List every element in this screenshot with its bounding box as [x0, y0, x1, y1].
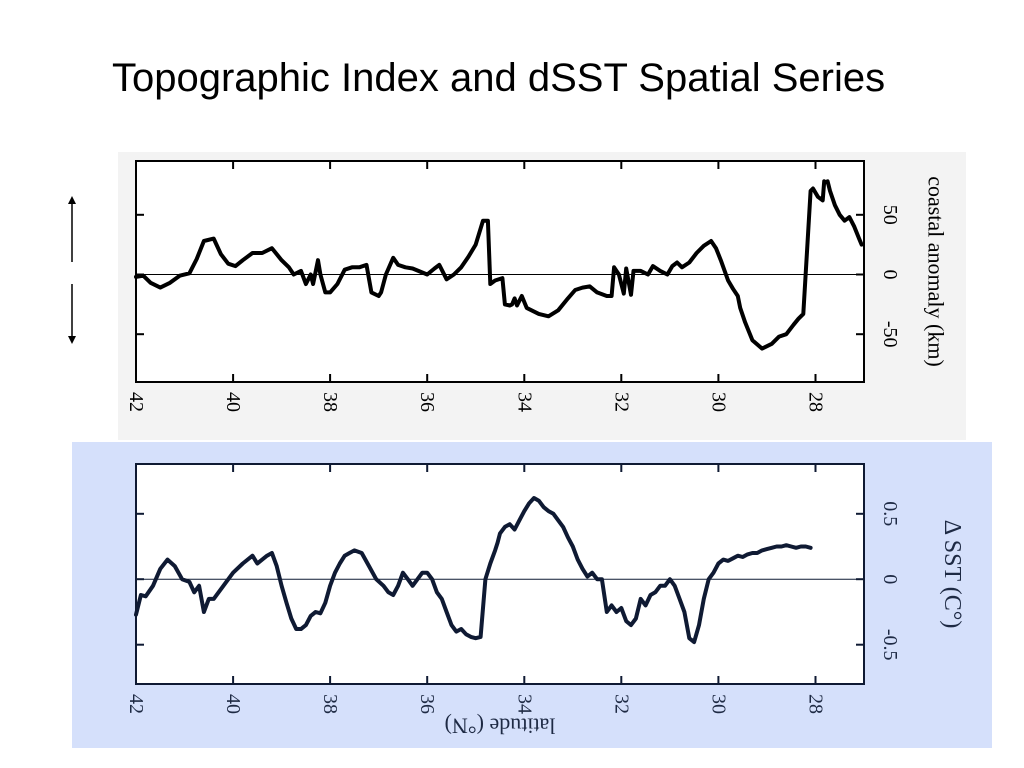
x-tick-label: 38	[319, 392, 341, 412]
plot-frame	[135, 160, 865, 383]
x-tick-label: 34	[513, 694, 535, 714]
y-axis-label: Δ SST (C°)	[939, 520, 965, 629]
series-line	[134, 179, 864, 351]
x-tick-label: 34	[513, 392, 535, 412]
x-tick-label: 38	[319, 694, 341, 714]
coastal-anomaly-plot: 42 40 38 36 34 32 30 28 50 0 -50 coastal anomaly (k…	[125, 160, 949, 412]
slide-title: Topographic Index and dSST Spatial Serie…	[112, 56, 886, 100]
x-tick-label: 36	[416, 392, 438, 412]
y-tick-label: 0	[879, 270, 901, 280]
series-line	[134, 496, 813, 645]
x-tick-label: 32	[610, 694, 632, 714]
y-tick-label: -50	[879, 321, 901, 348]
x-tick-label: 30	[707, 694, 729, 714]
coastal-anomaly-chart: 42 40 38 36 34 32 30 28 50 0 -50 coastal anomaly (k…	[118, 152, 966, 440]
x-tick-label: 36	[416, 694, 438, 714]
x-tick-label: 32	[610, 392, 632, 412]
y-tick-label: 0	[879, 574, 901, 584]
y-axis-label: coastal anomaly (km)	[924, 176, 949, 367]
dsst-plot: 42 40 38 36 34 32 30 28 0.5 0 -0.5 Δ SST (C°) latitu…	[125, 463, 965, 739]
x-tick-label: 28	[805, 392, 827, 412]
x-tick-label: 42	[125, 694, 147, 714]
x-axis-label: latitude (°N)	[445, 714, 556, 739]
y-tick-label: 0.5	[879, 501, 901, 526]
plot-frame	[135, 463, 865, 685]
x-tick-label: 40	[222, 694, 244, 714]
dsst-panel: 42 40 38 36 34 32 30 28 0.5 0 -0.5 Δ SST (C°) latitu…	[72, 442, 992, 748]
scale-arrow-icon	[68, 196, 76, 344]
y-tick-label: -0.5	[879, 629, 901, 661]
x-tick-label: 28	[805, 694, 827, 714]
y-tick-label: 50	[879, 205, 901, 225]
x-tick-label: 42	[125, 392, 147, 412]
x-tick-label: 30	[707, 392, 729, 412]
x-tick-label: 40	[222, 392, 244, 412]
